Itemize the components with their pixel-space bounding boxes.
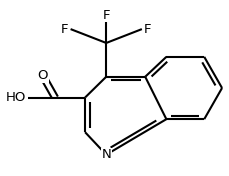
Text: HO: HO — [6, 91, 26, 104]
Text: F: F — [61, 23, 68, 36]
Text: F: F — [103, 9, 110, 22]
Text: N: N — [101, 148, 111, 161]
Text: F: F — [144, 23, 152, 36]
Text: O: O — [38, 69, 48, 82]
